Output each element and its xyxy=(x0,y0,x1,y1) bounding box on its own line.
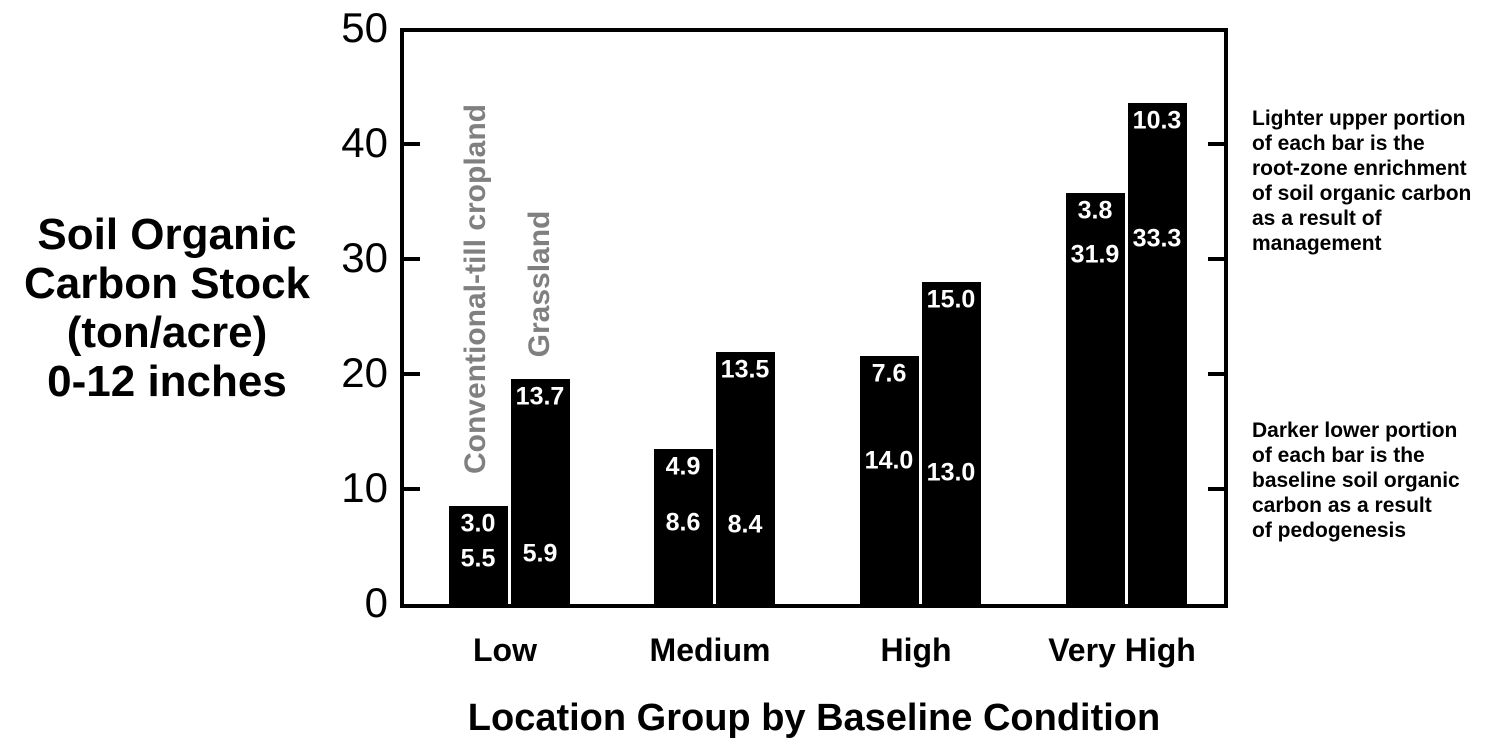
bar-value-baseline: 5.5 xyxy=(460,544,496,573)
series-label-grassland: Grassland xyxy=(523,210,556,358)
bar-value-enrichment: 3.0 xyxy=(460,509,496,538)
bar-value-baseline: 13.0 xyxy=(926,458,976,486)
bar-conventional-till-cropland-low xyxy=(448,506,508,604)
annotation-lower-portion: Darker lower portion of each bar is the … xyxy=(1252,419,1460,542)
bar-conventional-till-cropland-very-high xyxy=(1065,193,1125,604)
y-axis-tick-left xyxy=(404,257,420,261)
series-label-conventional-till-cropland: Conventional-till cropland xyxy=(459,103,492,475)
y-axis-tick-right xyxy=(1208,142,1224,146)
y-tick-label: 20 xyxy=(341,349,388,397)
y-axis-tick-right xyxy=(1208,487,1224,491)
bar-value-enrichment: 13.5 xyxy=(720,355,770,384)
bar-grassland-high xyxy=(921,282,981,604)
bar-value-baseline: 14.0 xyxy=(864,446,914,475)
bar-value-enrichment: 15.0 xyxy=(926,285,976,314)
bar-value-baseline: 33.3 xyxy=(1132,224,1182,253)
bar-value-baseline: 8.4 xyxy=(727,510,763,539)
x-axis-title: Location Group by Baseline Condition xyxy=(467,697,1161,739)
bar-grassland-low xyxy=(510,378,570,604)
bar-value-enrichment: 10.3 xyxy=(1132,106,1182,135)
bar-value-enrichment: 7.6 xyxy=(871,359,907,388)
annotation-upper-portion: Lighter upper portion of each bar is the… xyxy=(1252,107,1472,255)
bar-value-baseline: 8.6 xyxy=(665,508,701,537)
y-axis-tick-right xyxy=(1208,372,1224,376)
bar-conventional-till-cropland-medium xyxy=(653,448,713,604)
bar-grassland-medium xyxy=(715,352,775,604)
bar-value-baseline: 31.9 xyxy=(1070,240,1120,269)
y-tick-label: 0 xyxy=(364,579,388,627)
x-tick-label-low: Low xyxy=(473,632,537,668)
y-axis-tick-left xyxy=(404,487,420,491)
bar-value-enrichment: 4.9 xyxy=(665,452,701,481)
bar-grassland-very-high xyxy=(1127,102,1187,604)
x-tick-label-very-high: Very High xyxy=(1048,632,1196,668)
x-tick-label-high: High xyxy=(880,632,952,668)
bar-value-enrichment: 13.7 xyxy=(515,382,565,411)
bar-value-enrichment: 3.8 xyxy=(1077,196,1113,225)
y-axis-title: Soil Organic Carbon Stock (ton/acre) 0-1… xyxy=(23,210,311,406)
y-tick-label: 50 xyxy=(341,4,388,52)
y-axis-tick-right xyxy=(1208,257,1224,261)
y-tick-label: 30 xyxy=(341,234,388,282)
y-tick-label: 10 xyxy=(341,464,388,512)
bar-value-baseline: 5.9 xyxy=(522,539,558,568)
bar-conventional-till-cropland-high xyxy=(859,355,919,604)
y-axis-tick-left xyxy=(404,142,420,146)
y-tick-label: 40 xyxy=(341,119,388,167)
y-axis-tick-left xyxy=(404,372,420,376)
x-tick-label-medium: Medium xyxy=(649,632,771,668)
